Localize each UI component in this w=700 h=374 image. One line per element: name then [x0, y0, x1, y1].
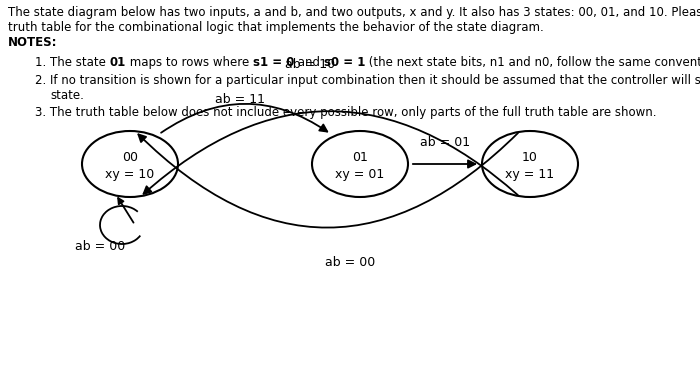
Text: maps to rows where: maps to rows where	[126, 56, 253, 69]
Text: 10: 10	[522, 150, 538, 163]
Text: 2. If no transition is shown for a particular input combination then it should b: 2. If no transition is shown for a parti…	[35, 74, 700, 87]
Text: 01: 01	[110, 56, 126, 69]
Text: NOTES:: NOTES:	[8, 36, 57, 49]
Text: The state diagram below has two inputs, a and b, and two outputs, x and y. It al: The state diagram below has two inputs, …	[8, 6, 700, 19]
Text: and: and	[294, 56, 324, 69]
Text: 00: 00	[122, 150, 138, 163]
Text: s0 = 1: s0 = 1	[324, 56, 365, 69]
FancyArrowPatch shape	[161, 104, 327, 133]
Text: xy = 01: xy = 01	[335, 168, 384, 181]
Text: ab = 00: ab = 00	[325, 255, 375, 269]
Text: truth table for the combinational logic that implements the behavior of the stat: truth table for the combinational logic …	[8, 21, 544, 34]
FancyArrowPatch shape	[144, 111, 518, 195]
Text: xy = 11: xy = 11	[505, 168, 554, 181]
Text: s1 = 0: s1 = 0	[253, 56, 294, 69]
Text: ab = 10: ab = 10	[285, 58, 335, 71]
Text: 01: 01	[352, 150, 368, 163]
Text: ab = 11: ab = 11	[215, 92, 265, 105]
Text: (the next state bits, n1 and n0, follow the same convention).: (the next state bits, n1 and n0, follow …	[365, 56, 700, 69]
Text: 3. The truth table below does not include every possible row, only parts of the : 3. The truth table below does not includ…	[35, 106, 657, 119]
Text: 1. The state: 1. The state	[35, 56, 110, 69]
FancyArrowPatch shape	[139, 133, 518, 228]
Text: xy = 10: xy = 10	[106, 168, 155, 181]
Text: ab = 01: ab = 01	[420, 135, 470, 148]
Text: ab = 00: ab = 00	[75, 240, 125, 254]
Text: state.: state.	[50, 89, 84, 102]
